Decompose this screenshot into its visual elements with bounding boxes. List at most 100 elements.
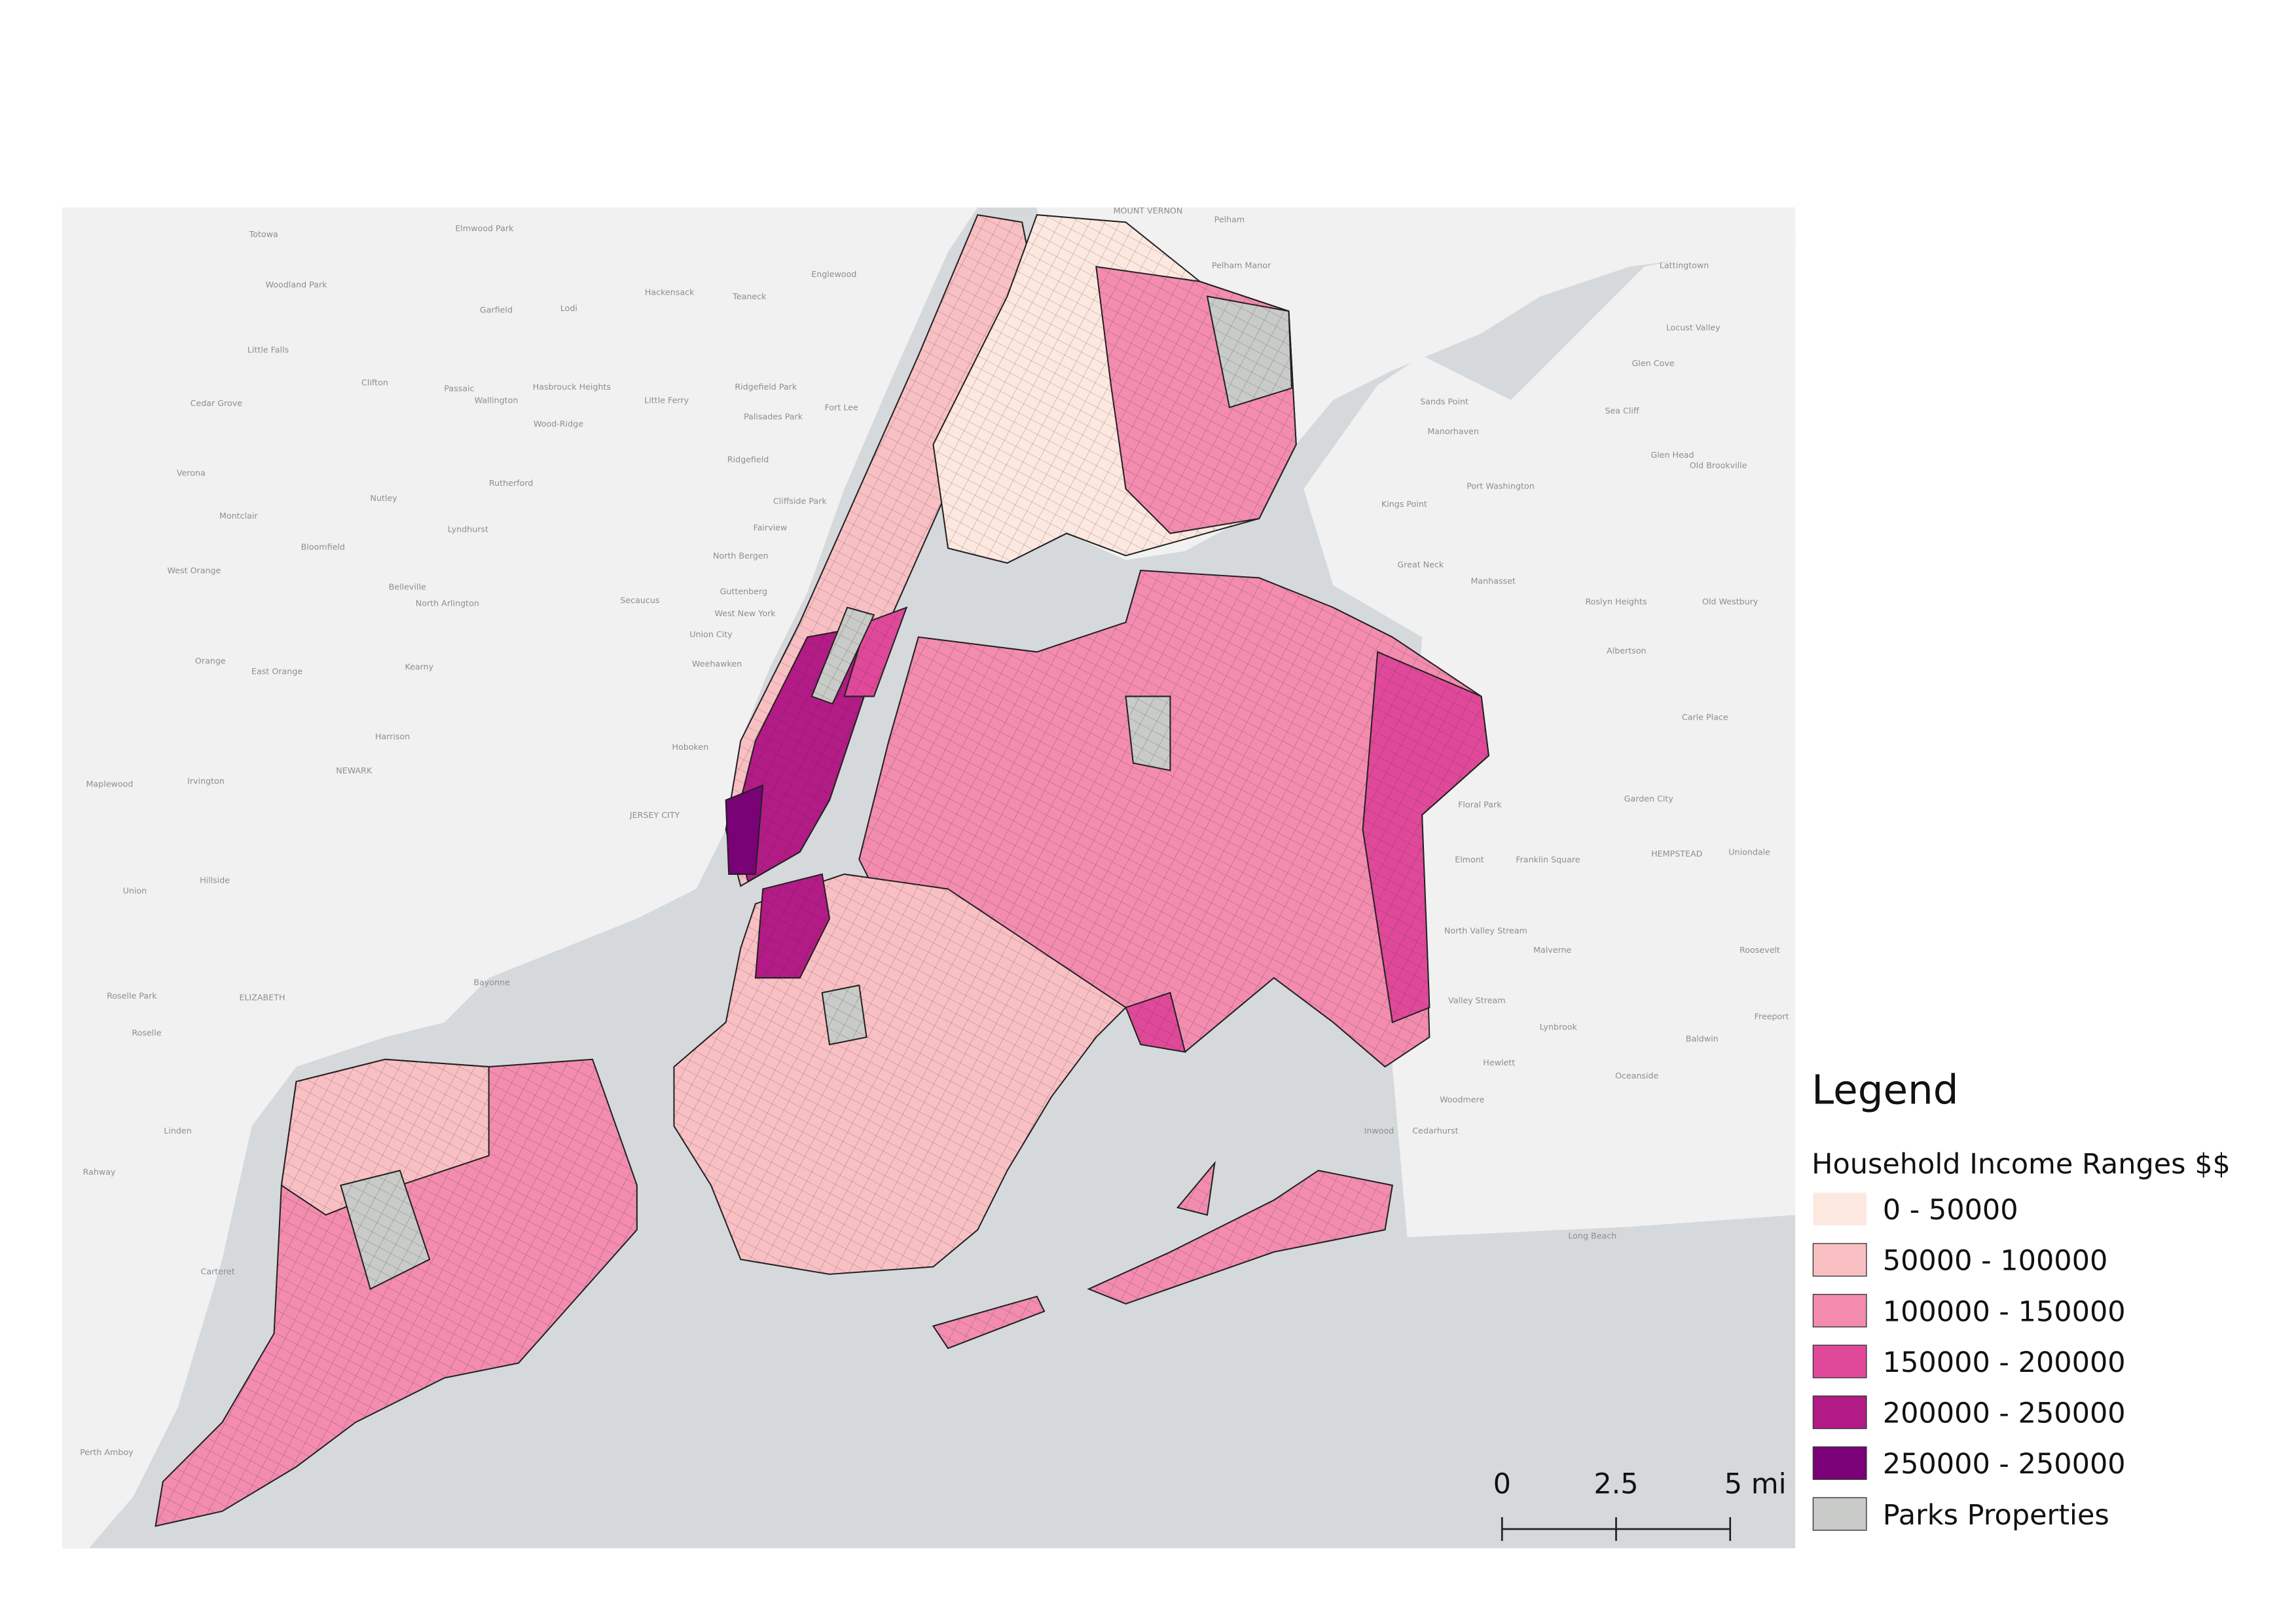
place-label: Franklin Square (1516, 855, 1580, 864)
place-label: Union (123, 885, 147, 895)
scale-label: 2.5 (1594, 1468, 1638, 1501)
place-label: Elmwood Park (455, 223, 514, 233)
legend-label: 250000 - 250000 (1883, 1448, 2126, 1481)
place-label: HEMPSTEAD (1651, 849, 1702, 858)
place-label: Clifton (361, 377, 388, 387)
place-label: Pelham (1214, 214, 1245, 224)
tract-lines (155, 1059, 637, 1526)
place-label: Union City (689, 629, 733, 639)
place-label: North Arlington (416, 598, 479, 608)
place-label: Manorhaven (1427, 426, 1479, 436)
legend-swatch (1813, 1192, 1867, 1226)
legend-swatch (1812, 1497, 1867, 1531)
tract-lines (844, 607, 907, 697)
place-label: Perth Amboy (80, 1447, 134, 1457)
legend-swatch (1812, 1243, 1867, 1277)
place-label: Woodland Park (266, 280, 328, 289)
tract-lines (822, 985, 867, 1045)
legend-label: 200000 - 250000 (1883, 1397, 2126, 1430)
tract-lines (1125, 696, 1171, 771)
place-label: JERSEY CITY (629, 810, 680, 820)
tract-lines (755, 874, 830, 978)
place-label: Roselle (132, 1028, 161, 1038)
place-label: Ridgefield Park (735, 382, 797, 392)
place-label: North Bergen (713, 551, 769, 561)
place-label: Cliffside Park (773, 496, 828, 506)
place-label: Bloomfield (301, 542, 345, 551)
place-label: Pelham Manor (1212, 261, 1271, 270)
place-label: Secaucus (620, 595, 659, 605)
place-label: Irvington (187, 776, 225, 786)
tract-lines (1177, 1163, 1215, 1215)
place-label: Sea Cliff (1605, 405, 1639, 415)
place-label: North Valley Stream (1444, 925, 1527, 935)
tract-lines (811, 607, 874, 704)
tract-lines (933, 1296, 1045, 1348)
place-label: Great Neck (1397, 560, 1444, 570)
place-label: Englewood (811, 269, 856, 279)
place-label: Old Westbury (1702, 597, 1758, 606)
place-label: Hoboken (672, 742, 709, 752)
place-label: Lodi (560, 303, 577, 313)
place-label: Fairview (754, 523, 788, 532)
place-label: Little Ferry (644, 395, 689, 405)
place-label: Bayonne (473, 978, 510, 987)
place-label: Albertson (1607, 646, 1647, 655)
place-label: Orange (195, 656, 226, 666)
place-label: Locust Valley (1666, 323, 1721, 333)
tract-lines (1125, 992, 1186, 1052)
legend-label: 100000 - 150000 (1883, 1295, 2126, 1328)
place-label: Roosevelt (1740, 945, 1780, 955)
place-label: Carteret (200, 1266, 234, 1276)
place-label: Long Beach (1568, 1231, 1616, 1241)
place-label: Lattingtown (1660, 261, 1709, 270)
place-label: Carle Place (1682, 712, 1728, 722)
place-label: Sands Point (1420, 397, 1468, 407)
place-labels: Totowa Elmwood Park MOUNT VERNON Pelham Pelh… (80, 206, 1789, 1457)
place-label: Valley Stream (1448, 995, 1506, 1005)
place-label: Roselle Park (107, 991, 157, 1001)
place-label: Kearny (405, 662, 433, 672)
place-label: West New York (715, 608, 776, 618)
place-label: Linden (164, 1126, 191, 1135)
place-label: Totowa (249, 229, 278, 239)
place-label: Inwood (1364, 1126, 1394, 1135)
place-label: Hewlett (1483, 1058, 1515, 1067)
place-label: Cedarhurst (1412, 1126, 1458, 1135)
legend-label: 0 - 50000 (1883, 1194, 2018, 1227)
legend-title: Legend (1812, 1067, 1958, 1114)
place-label: Rutherford (489, 478, 533, 488)
place-label: East Orange (251, 666, 302, 676)
boroughs (155, 213, 1489, 1527)
legend-label: Parks Properties (1883, 1499, 2109, 1532)
legend-swatch (1812, 1344, 1867, 1378)
place-label: Baldwin (1686, 1034, 1719, 1044)
place-label: Port Washington (1467, 481, 1534, 491)
place-label: Uniondale (1728, 847, 1770, 857)
map-layer: Totowa Elmwood Park MOUNT VERNON Pelham Pelh… (62, 206, 2231, 1549)
place-label: Roslyn Heights (1585, 597, 1647, 606)
legend-label: 50000 - 100000 (1883, 1245, 2108, 1278)
place-label: Harrison (375, 731, 410, 741)
place-label: West Orange (167, 566, 221, 576)
legend-swatch (1812, 1446, 1867, 1480)
place-label: Lyndhurst (448, 524, 488, 534)
scale-label: 5 mi (1724, 1468, 1787, 1501)
place-label: Belleville (389, 582, 426, 592)
tract-lines (340, 1170, 430, 1289)
tract-lines (1207, 296, 1292, 408)
map-frame: Totowa Elmwood Park MOUNT VERNON Pelham Pelh… (62, 206, 1796, 1549)
legend-label: 150000 - 200000 (1883, 1346, 2126, 1379)
place-label: Glen Cove (1632, 358, 1675, 368)
place-label: Garden City (1624, 794, 1674, 803)
place-label: Freeport (1755, 1012, 1789, 1022)
place-label: Malverne (1533, 945, 1571, 955)
legend-swatch (1812, 1395, 1867, 1430)
place-label: Glen Head (1650, 450, 1694, 460)
place-label: Hillside (200, 876, 230, 885)
place-label: Passaic (444, 383, 474, 393)
place-label: MOUNT VERNON (1114, 206, 1183, 215)
place-label: Teaneck (732, 291, 767, 301)
place-label: Elmont (1455, 855, 1484, 864)
place-label: Kings Point (1381, 499, 1427, 509)
